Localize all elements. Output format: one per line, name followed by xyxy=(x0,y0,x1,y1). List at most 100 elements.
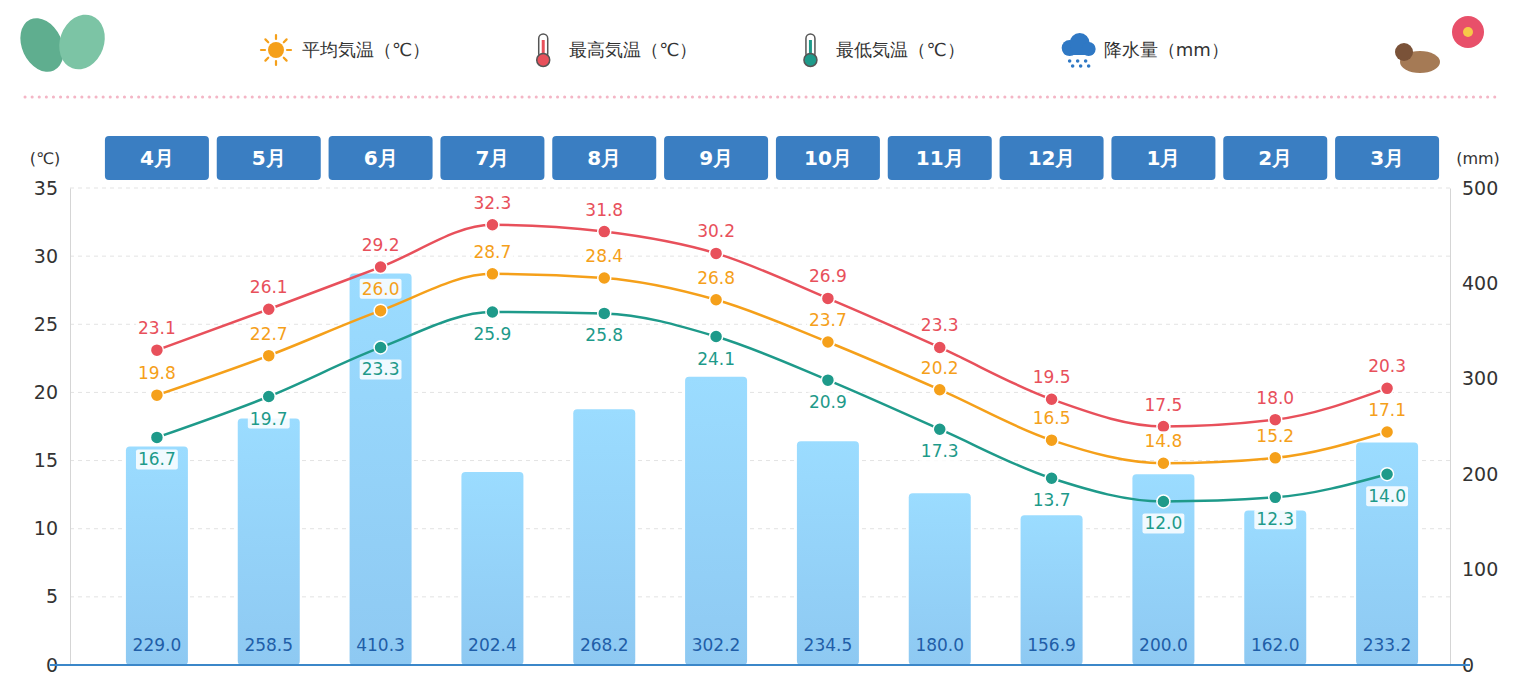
legend-label: 最低気温（℃） xyxy=(836,39,964,60)
bar-label: 156.9 xyxy=(1027,635,1076,655)
data-label-group: 13.7 xyxy=(1031,490,1073,510)
data-label-group: 229.0 xyxy=(133,635,182,655)
grid-line xyxy=(70,188,1450,189)
y2-axis-tick: 100 xyxy=(1450,558,1498,580)
y-axis-tick-label: 35 xyxy=(34,177,58,199)
bar-series xyxy=(126,274,1418,665)
bar xyxy=(909,493,971,665)
data-label-bg xyxy=(1366,486,1408,506)
y2-axis-tick-label: 400 xyxy=(1462,272,1498,294)
legend-icon-part xyxy=(284,39,287,42)
x-tick-label: 12月 xyxy=(1028,146,1076,170)
data-label-group: 234.5 xyxy=(804,635,853,655)
legend-icon-part xyxy=(268,42,284,58)
data-label-bg xyxy=(583,200,625,220)
line-series xyxy=(150,218,1393,433)
x-tick: 1月 xyxy=(1146,146,1180,170)
data-label: 18.0 xyxy=(1256,388,1294,408)
y-axis-line xyxy=(70,189,71,666)
month-header-bg xyxy=(440,136,544,180)
bar xyxy=(1132,474,1194,665)
legend-icon-part xyxy=(287,49,291,51)
grid xyxy=(70,188,1450,665)
y-axis-tick-label: 15 xyxy=(34,449,58,471)
point xyxy=(486,218,499,231)
legend-icon-part xyxy=(537,54,550,67)
point xyxy=(933,341,946,354)
month-header-bg xyxy=(329,136,433,180)
bar-label: 234.5 xyxy=(804,635,853,655)
bar-label: 162.0 xyxy=(1251,635,1300,655)
data-label-bg xyxy=(1366,400,1408,420)
data-label: 28.7 xyxy=(473,242,511,262)
data-label-bg xyxy=(360,359,402,379)
data-label-group: 23.3 xyxy=(919,315,961,335)
leaf xyxy=(52,8,112,76)
legend-item: 降水量（mm） xyxy=(1062,33,1229,68)
bar xyxy=(685,377,747,665)
bar-label: 233.2 xyxy=(1363,635,1412,655)
data-label-bg xyxy=(583,246,625,266)
point xyxy=(150,389,163,402)
point xyxy=(1045,434,1058,447)
data-label: 24.1 xyxy=(697,349,735,369)
legend-icon-part xyxy=(1064,48,1094,55)
bar-label: 229.0 xyxy=(133,635,182,655)
line-series xyxy=(150,306,1393,508)
data-label-bg xyxy=(136,449,178,469)
data-label-bg xyxy=(248,409,290,429)
x-tick-label: 6月 xyxy=(364,146,398,170)
month-headers xyxy=(105,136,1439,180)
data-label-bg xyxy=(807,310,849,330)
legend-icon-part xyxy=(275,35,277,39)
data-label: 12.0 xyxy=(1144,513,1182,533)
y-axis-tick: 20 xyxy=(34,381,70,403)
y-axis-title: (℃) xyxy=(30,149,60,168)
data-label-group: 31.8 xyxy=(583,200,625,220)
data-label: 28.4 xyxy=(585,246,623,266)
data-label: 19.8 xyxy=(138,363,176,383)
x-tick-label: 1月 xyxy=(1146,146,1180,170)
point xyxy=(1381,425,1394,438)
data-label: 20.2 xyxy=(921,358,959,378)
x-tick-label: 11月 xyxy=(916,146,964,170)
data-label-group: 18.0 xyxy=(1254,388,1296,408)
data-label-group: 200.0 xyxy=(1139,635,1188,655)
data-label-group: 410.3 xyxy=(356,635,405,655)
data-label-group: 19.7 xyxy=(248,409,290,429)
data-label: 20.9 xyxy=(809,392,847,412)
data-label-bg xyxy=(807,266,849,286)
data-label-group: 26.9 xyxy=(807,266,849,286)
legend-item: 最高気温（℃） xyxy=(537,34,698,67)
y2-axis-tick-label: 300 xyxy=(1462,367,1498,389)
data-label: 17.3 xyxy=(921,441,959,461)
point xyxy=(1269,491,1282,504)
x-tick-label: 9月 xyxy=(699,146,733,170)
data-label-group: 17.3 xyxy=(919,441,961,461)
bird-head xyxy=(1395,43,1413,61)
data-label: 23.3 xyxy=(362,359,400,379)
decoration xyxy=(12,8,1495,97)
data-label: 14.8 xyxy=(1144,431,1182,451)
y-axis-tick-label: 10 xyxy=(34,517,58,539)
x-tick-label: 10月 xyxy=(804,146,852,170)
point xyxy=(486,306,499,319)
month-header-bg xyxy=(664,136,768,180)
bar-label: 200.0 xyxy=(1139,635,1188,655)
legend-icon-part xyxy=(804,54,817,67)
data-label: 22.7 xyxy=(250,324,288,344)
data-label-group: 14.8 xyxy=(1142,431,1184,451)
data-label-bg xyxy=(695,349,737,369)
data-label: 31.8 xyxy=(585,200,623,220)
point xyxy=(710,330,723,343)
data-label-group: 26.8 xyxy=(695,268,737,288)
data-label-group: 24.1 xyxy=(695,349,737,369)
line xyxy=(157,312,1387,501)
legend-icon-part xyxy=(1068,59,1072,63)
data-label-bg xyxy=(1366,356,1408,376)
data-label-bg xyxy=(1031,408,1073,428)
x-tick: 10月 xyxy=(804,146,852,170)
legend: 平均気温（℃）最高気温（℃）最低気温（℃）降水量（mm） xyxy=(261,33,1229,68)
data-label-group: 258.5 xyxy=(244,635,293,655)
legend-icon-part xyxy=(275,61,277,65)
